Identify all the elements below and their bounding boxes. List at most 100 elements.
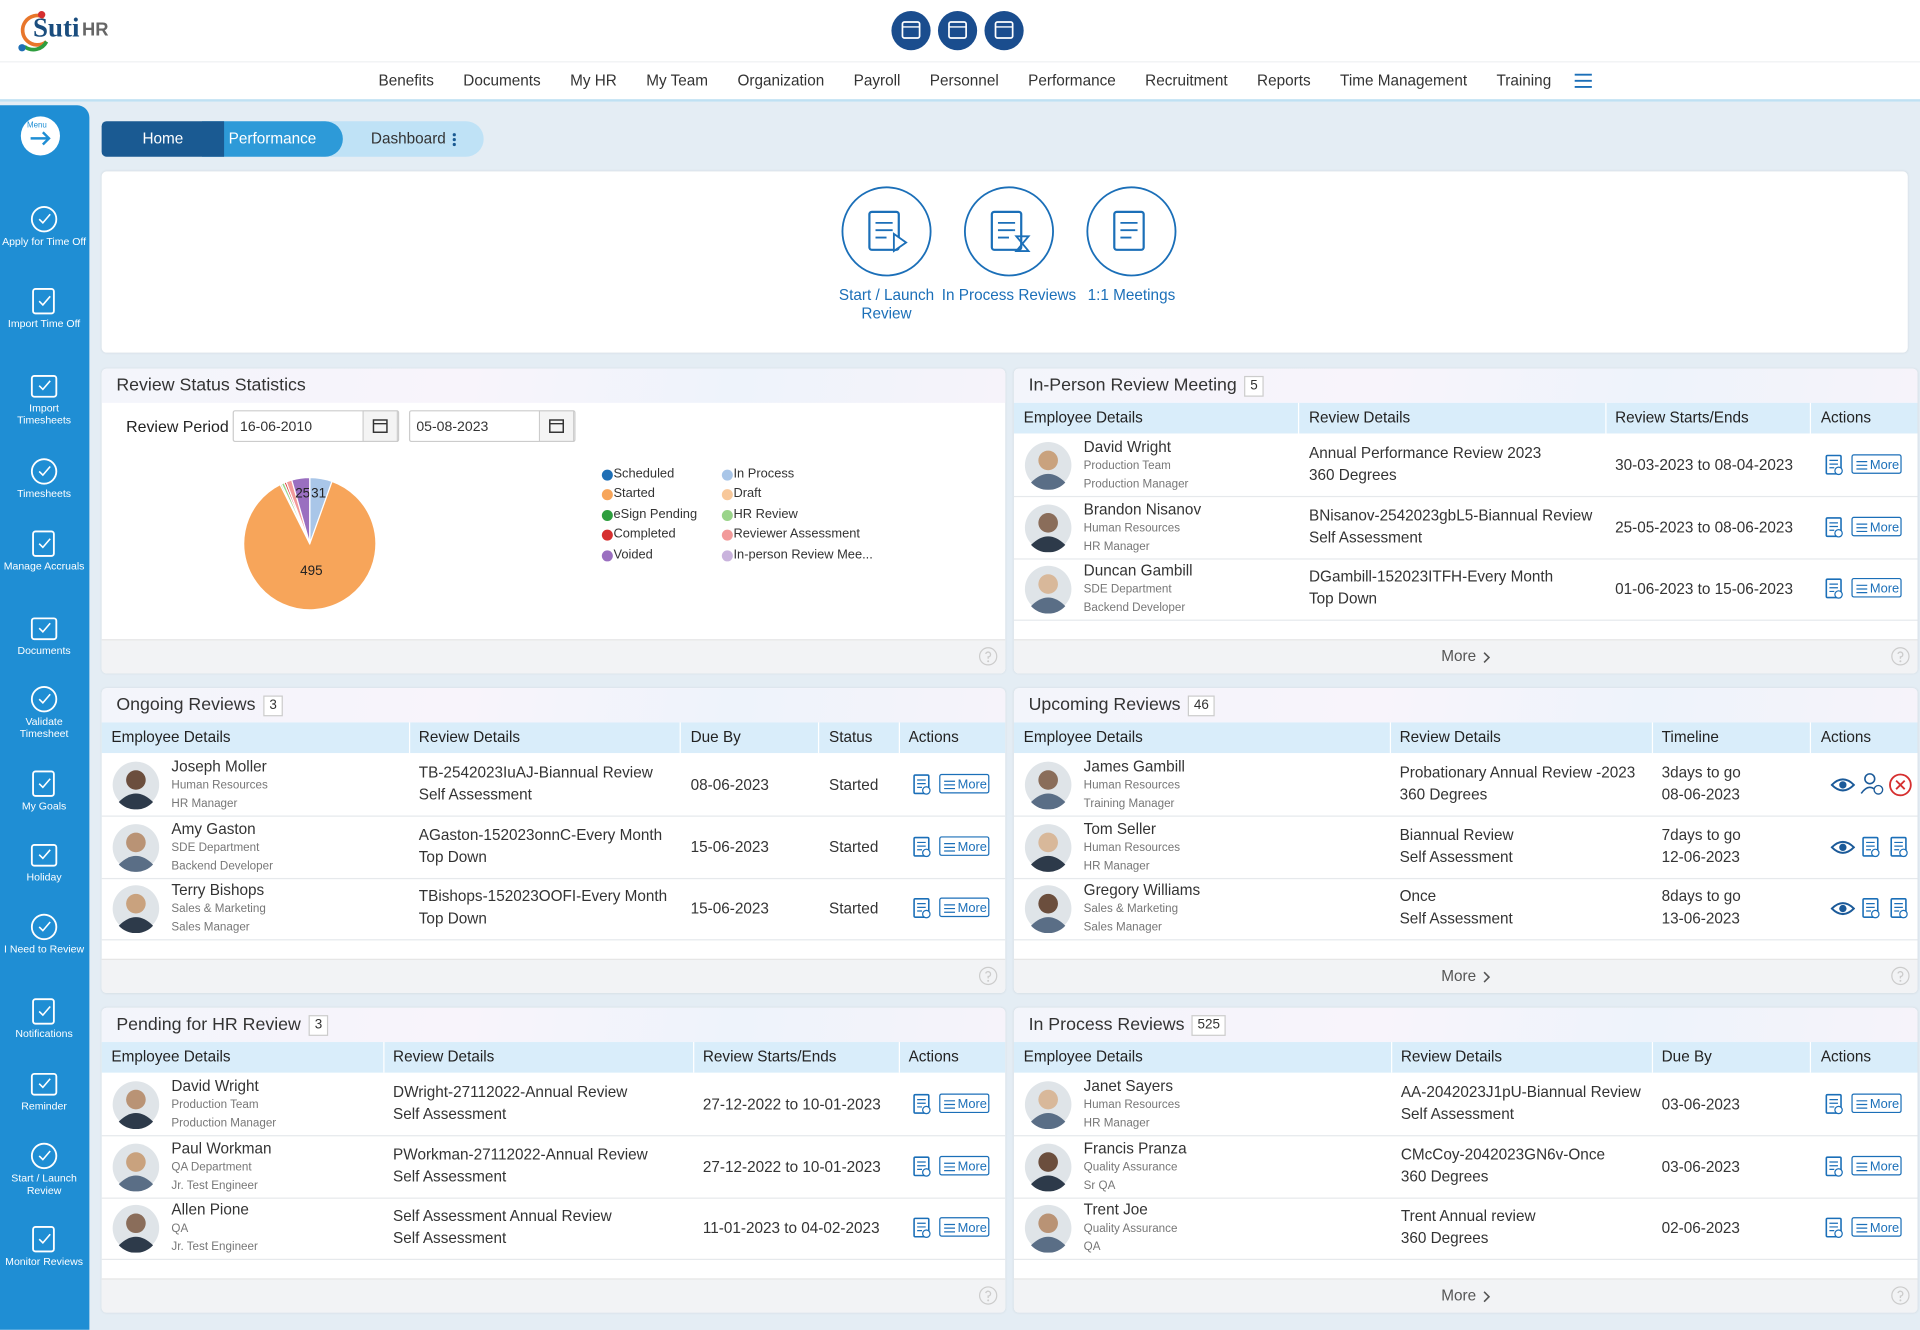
sidebar-label[interactable]: Import Time Off (7, 317, 81, 330)
sidebar-label[interactable]: Monitor Reviews (5, 1255, 83, 1268)
logo-dot (18, 44, 26, 52)
employee-name[interactable]: Janet Sayers (1083, 1077, 1174, 1095)
employee-name[interactable]: Paul Workman (171, 1139, 272, 1157)
employee-department: SDE Department (1083, 582, 1172, 597)
employee-department: QA (171, 1222, 189, 1236)
breadcrumb-item[interactable]: Dashboard (320, 121, 484, 157)
more-button[interactable]: More (939, 1093, 990, 1114)
icon-shape (38, 693, 51, 705)
more-button[interactable]: More (1851, 454, 1902, 474)
employee-name[interactable]: David Wright (1083, 438, 1172, 456)
employee-role: Sales Manager (1083, 920, 1162, 935)
footer-more[interactable]: More (1441, 1286, 1477, 1305)
more-button[interactable]: More (1851, 516, 1902, 536)
column-header: Review Details (418, 728, 521, 746)
column-header: Review Details (1308, 408, 1411, 427)
nav-item[interactable]: Documents (463, 72, 541, 90)
sidebar-label[interactable]: Reminder (21, 1099, 67, 1112)
icon-shape (1894, 903, 1903, 912)
employee-name[interactable]: James Gambill (1083, 757, 1185, 776)
sidebar-icon (30, 913, 58, 941)
sidebar-label[interactable]: Validate Timesheet (19, 715, 69, 739)
sidebar-label[interactable]: I Need to Review (3, 942, 85, 956)
more-button[interactable]: More (1851, 1093, 1902, 1114)
breadcrumb-item[interactable]: Home (101, 121, 225, 157)
nav-item[interactable]: My Team (646, 72, 709, 90)
more-button[interactable]: More (1851, 1155, 1902, 1175)
sidebar-icon (30, 206, 58, 233)
more-button[interactable]: More (939, 773, 990, 794)
icon-shape (30, 1142, 58, 1170)
nav-item[interactable]: Payroll (853, 72, 901, 90)
employee-name[interactable]: Trent Joe (1083, 1201, 1148, 1219)
employee-name[interactable]: Terry Bishops (171, 881, 265, 899)
employee-name[interactable]: Tom Seller (1083, 819, 1156, 837)
icon-shape (38, 849, 51, 860)
sidebar-label[interactable]: Documents (17, 644, 71, 657)
employee-name[interactable]: David Wright (171, 1077, 259, 1095)
quick-action-label[interactable]: In Process Reviews (941, 286, 1077, 304)
avatar-body (1031, 473, 1066, 490)
nav-item[interactable]: Time Management (1340, 72, 1468, 90)
nav-item[interactable]: My HR (570, 72, 617, 90)
icon-shape (922, 909, 931, 919)
icon-shape (30, 686, 58, 713)
sidebar-label[interactable]: Holiday (26, 870, 62, 883)
breadcrumb-item[interactable]: Performance (202, 121, 343, 157)
employee-name[interactable]: Brandon Nisanov (1083, 500, 1202, 518)
sidebar-icon (30, 686, 58, 713)
list-icon (1856, 584, 1868, 594)
calendar-button (362, 410, 398, 443)
icon-shape (1839, 781, 1847, 789)
more-button[interactable]: More (1851, 1217, 1902, 1237)
panel-title-bar: Ongoing Reviews 3 (101, 688, 1006, 723)
nav-item[interactable]: Training (1496, 72, 1552, 90)
quick-action-label[interactable]: Start / Launch Review (838, 286, 935, 323)
avatar (112, 1204, 160, 1253)
legend-label: Reviewer Assessment (733, 526, 860, 542)
employee-name[interactable]: Joseph Moller (171, 757, 267, 776)
sidebar-label[interactable]: Start / Launch Review (11, 1171, 77, 1196)
more-button[interactable]: More (939, 1217, 990, 1237)
nav-item[interactable]: Personnel (929, 72, 999, 90)
more-button[interactable]: More (939, 835, 990, 856)
table-row: Terry Bishops Sales & Marketing Sales Mana… (101, 878, 1006, 941)
footer-more[interactable]: More (1441, 967, 1477, 985)
panel-title-bar: Review Status Statistics (101, 368, 1006, 403)
sidebar-label[interactable]: Import Timesheets (17, 401, 72, 426)
employee-name[interactable]: Allen Pione (171, 1201, 249, 1219)
more-button[interactable]: More (1851, 577, 1902, 598)
nav-item[interactable]: Recruitment (1145, 72, 1228, 90)
cell-text: 01-06-2023 to 15-06-2023 (1615, 580, 1793, 598)
sidebar-label[interactable]: Manage Accruals (3, 559, 85, 572)
help-icon (1891, 1286, 1910, 1305)
more-button[interactable]: More (939, 897, 990, 918)
legend-dot (601, 529, 613, 541)
nav-item[interactable]: Benefits (378, 72, 434, 90)
icon-shape (917, 1098, 926, 1108)
sidebar-label[interactable]: Timesheets (17, 487, 72, 500)
sidebar-label[interactable]: Notifications (15, 1027, 73, 1040)
action-view-icon (1830, 778, 1856, 792)
footer-more[interactable]: More (1441, 647, 1477, 665)
nav-item[interactable]: Reports (1257, 72, 1311, 90)
employee-department: QA Department (171, 1160, 252, 1174)
icon-shape (1830, 902, 1856, 916)
table-row: Brandon Nisanov Human Resources HR Manager… (1013, 497, 1918, 559)
slice-label: 495 (300, 563, 322, 578)
sidebar-icon (32, 530, 55, 557)
sidebar-label[interactable]: Apply for Time Off (2, 235, 87, 248)
employee-name[interactable]: Francis Pranza (1083, 1139, 1187, 1157)
sidebar-label[interactable]: My Goals (21, 799, 67, 812)
nav-item[interactable]: Performance (1028, 72, 1116, 90)
nav-item[interactable]: Organization (737, 72, 825, 90)
more-button[interactable]: More (939, 1155, 990, 1175)
employee-name[interactable]: Duncan Gambill (1083, 562, 1193, 580)
period-label: Review Period (126, 417, 229, 436)
panel-title: Review Status Statistics (116, 375, 306, 396)
column-header: Review Details (393, 1048, 495, 1066)
quick-action-label[interactable]: 1:1 Meetings (1087, 286, 1176, 304)
employee-name[interactable]: Amy Gaston (171, 819, 256, 837)
employee-name[interactable]: Gregory Williams (1083, 881, 1201, 899)
column-header: Employee Details (111, 1048, 231, 1066)
